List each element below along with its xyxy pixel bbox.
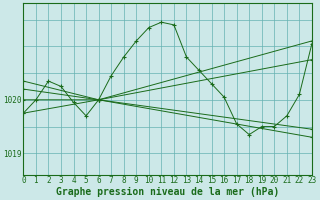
X-axis label: Graphe pression niveau de la mer (hPa): Graphe pression niveau de la mer (hPa)	[56, 186, 279, 197]
